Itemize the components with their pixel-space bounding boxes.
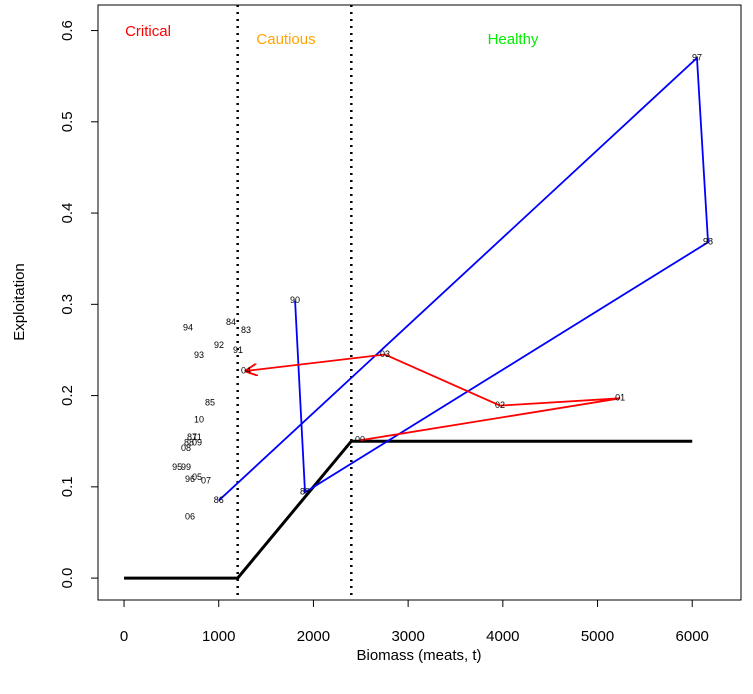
point-label: 94 (183, 322, 193, 332)
trajectory-line (218, 55, 709, 502)
point-label: 99 (181, 462, 191, 472)
point-label: 89 (300, 487, 310, 497)
point-label: 84 (226, 317, 236, 327)
x-tick-label: 1000 (202, 628, 235, 645)
x-tick-label: 5000 (581, 628, 614, 645)
point-label: 91 (233, 345, 243, 355)
point-label: 98 (703, 237, 713, 247)
x-axis-label: Biomass (meats, t) (356, 647, 481, 664)
point-label: 05 (192, 472, 202, 482)
point-label: 02 (495, 400, 505, 410)
y-tick-label: 0.1 (59, 476, 76, 497)
plot-frame (97, 4, 742, 601)
point-label: 90 (290, 295, 300, 305)
point-label: 03 (380, 349, 390, 359)
zone-label: Critical (125, 23, 171, 40)
point-label: 86 (214, 495, 224, 505)
point-label: 97 (692, 52, 702, 62)
trajectory-line (246, 353, 621, 442)
x-tick-label: 6000 (676, 628, 709, 645)
y-tick-label: 0.2 (59, 385, 76, 406)
zone-label: Healthy (488, 31, 539, 48)
point-label: 87 (187, 432, 197, 442)
point-label: 06 (185, 511, 195, 521)
point-label: 08 (181, 443, 191, 453)
y-axis-label: Exploitation (11, 263, 28, 341)
point-label: 88 (184, 437, 194, 447)
point-label: 00 (355, 435, 365, 445)
point-label: 01 (615, 393, 625, 403)
point-label: 85 (205, 397, 215, 407)
y-tick-label: 0.3 (59, 294, 76, 315)
point-label: 95 (172, 462, 182, 472)
point-label: 93 (194, 350, 204, 360)
point-label: 07 (201, 476, 211, 486)
point-label: 04 (241, 365, 251, 375)
y-tick-label: 0.6 (59, 20, 76, 41)
x-tick-label: 0 (120, 628, 128, 645)
x-tick-label: 3000 (391, 628, 424, 645)
x-tick-label: 2000 (297, 628, 330, 645)
y-tick-label: 0.0 (59, 568, 76, 589)
point-label: 83 (241, 325, 251, 335)
point-label: 92 (214, 340, 224, 350)
y-tick-label: 0.5 (59, 111, 76, 132)
y-tick-label: 0.4 (59, 203, 76, 224)
point-label: 10 (194, 415, 204, 425)
x-tick-label: 4000 (486, 628, 519, 645)
point-label: 96 (185, 474, 195, 484)
hcr-line (124, 439, 693, 580)
point-label: 11 (192, 432, 201, 442)
point-label: 09 (192, 437, 202, 447)
zone-label: Cautious (256, 31, 315, 48)
